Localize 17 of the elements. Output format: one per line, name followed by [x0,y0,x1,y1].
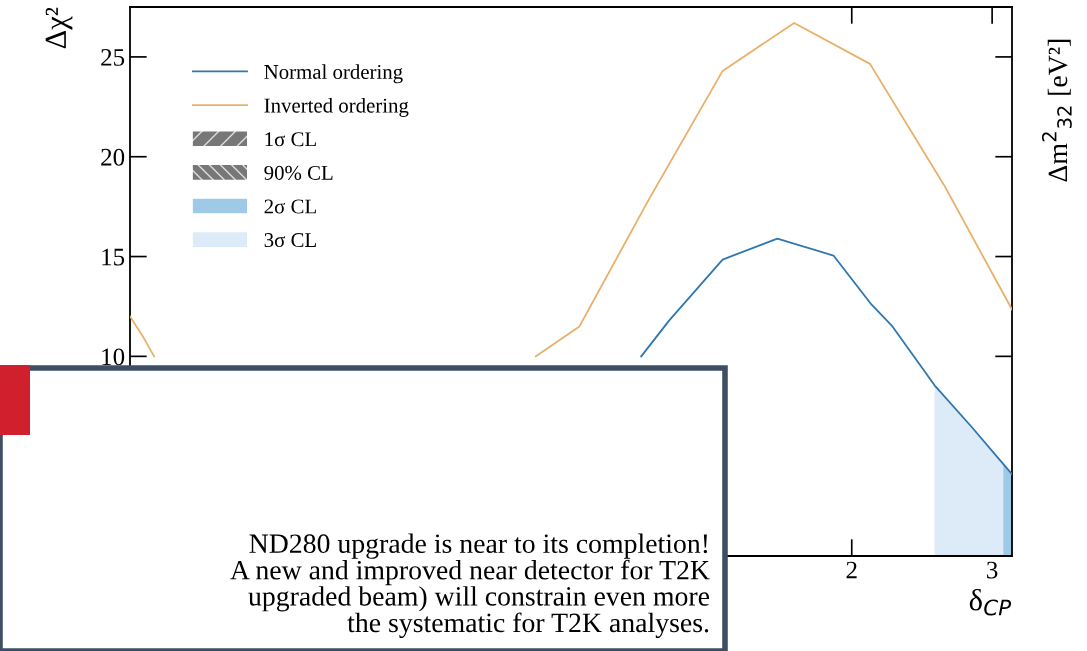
y-axis-title: Δχ² [45,7,73,49]
legend-label: 3σ CL [264,233,316,248]
annotation: 1σ CL [265,132,316,147]
legend-label: Normal ordering [264,64,403,84]
y-tick-label: 25 [101,49,125,66]
annotation: 90% CL [264,165,333,180]
x-axis-title: δ$_{CP}$ [969,588,1012,616]
legend-label: Inverted ordering [264,97,409,117]
legend-label: 2σ CL [264,199,316,214]
line-series [640,237,1012,476]
x-tick-label: 3 [987,561,998,579]
y-tick-label: 10 [102,348,125,366]
y-tick-label: 20 [101,148,125,166]
x-tick-label: 2 [846,561,857,579]
annotation: ND280 upgrade is near to its completion! A new and improved near detector for T2K upgraded beam) will constrain even more the systematic for T2K analyses. [230,533,710,638]
text: Δm$^{2}$$_{32}$ [eV²] [1041,39,1072,182]
y-tick-label: 15 [102,248,125,266]
